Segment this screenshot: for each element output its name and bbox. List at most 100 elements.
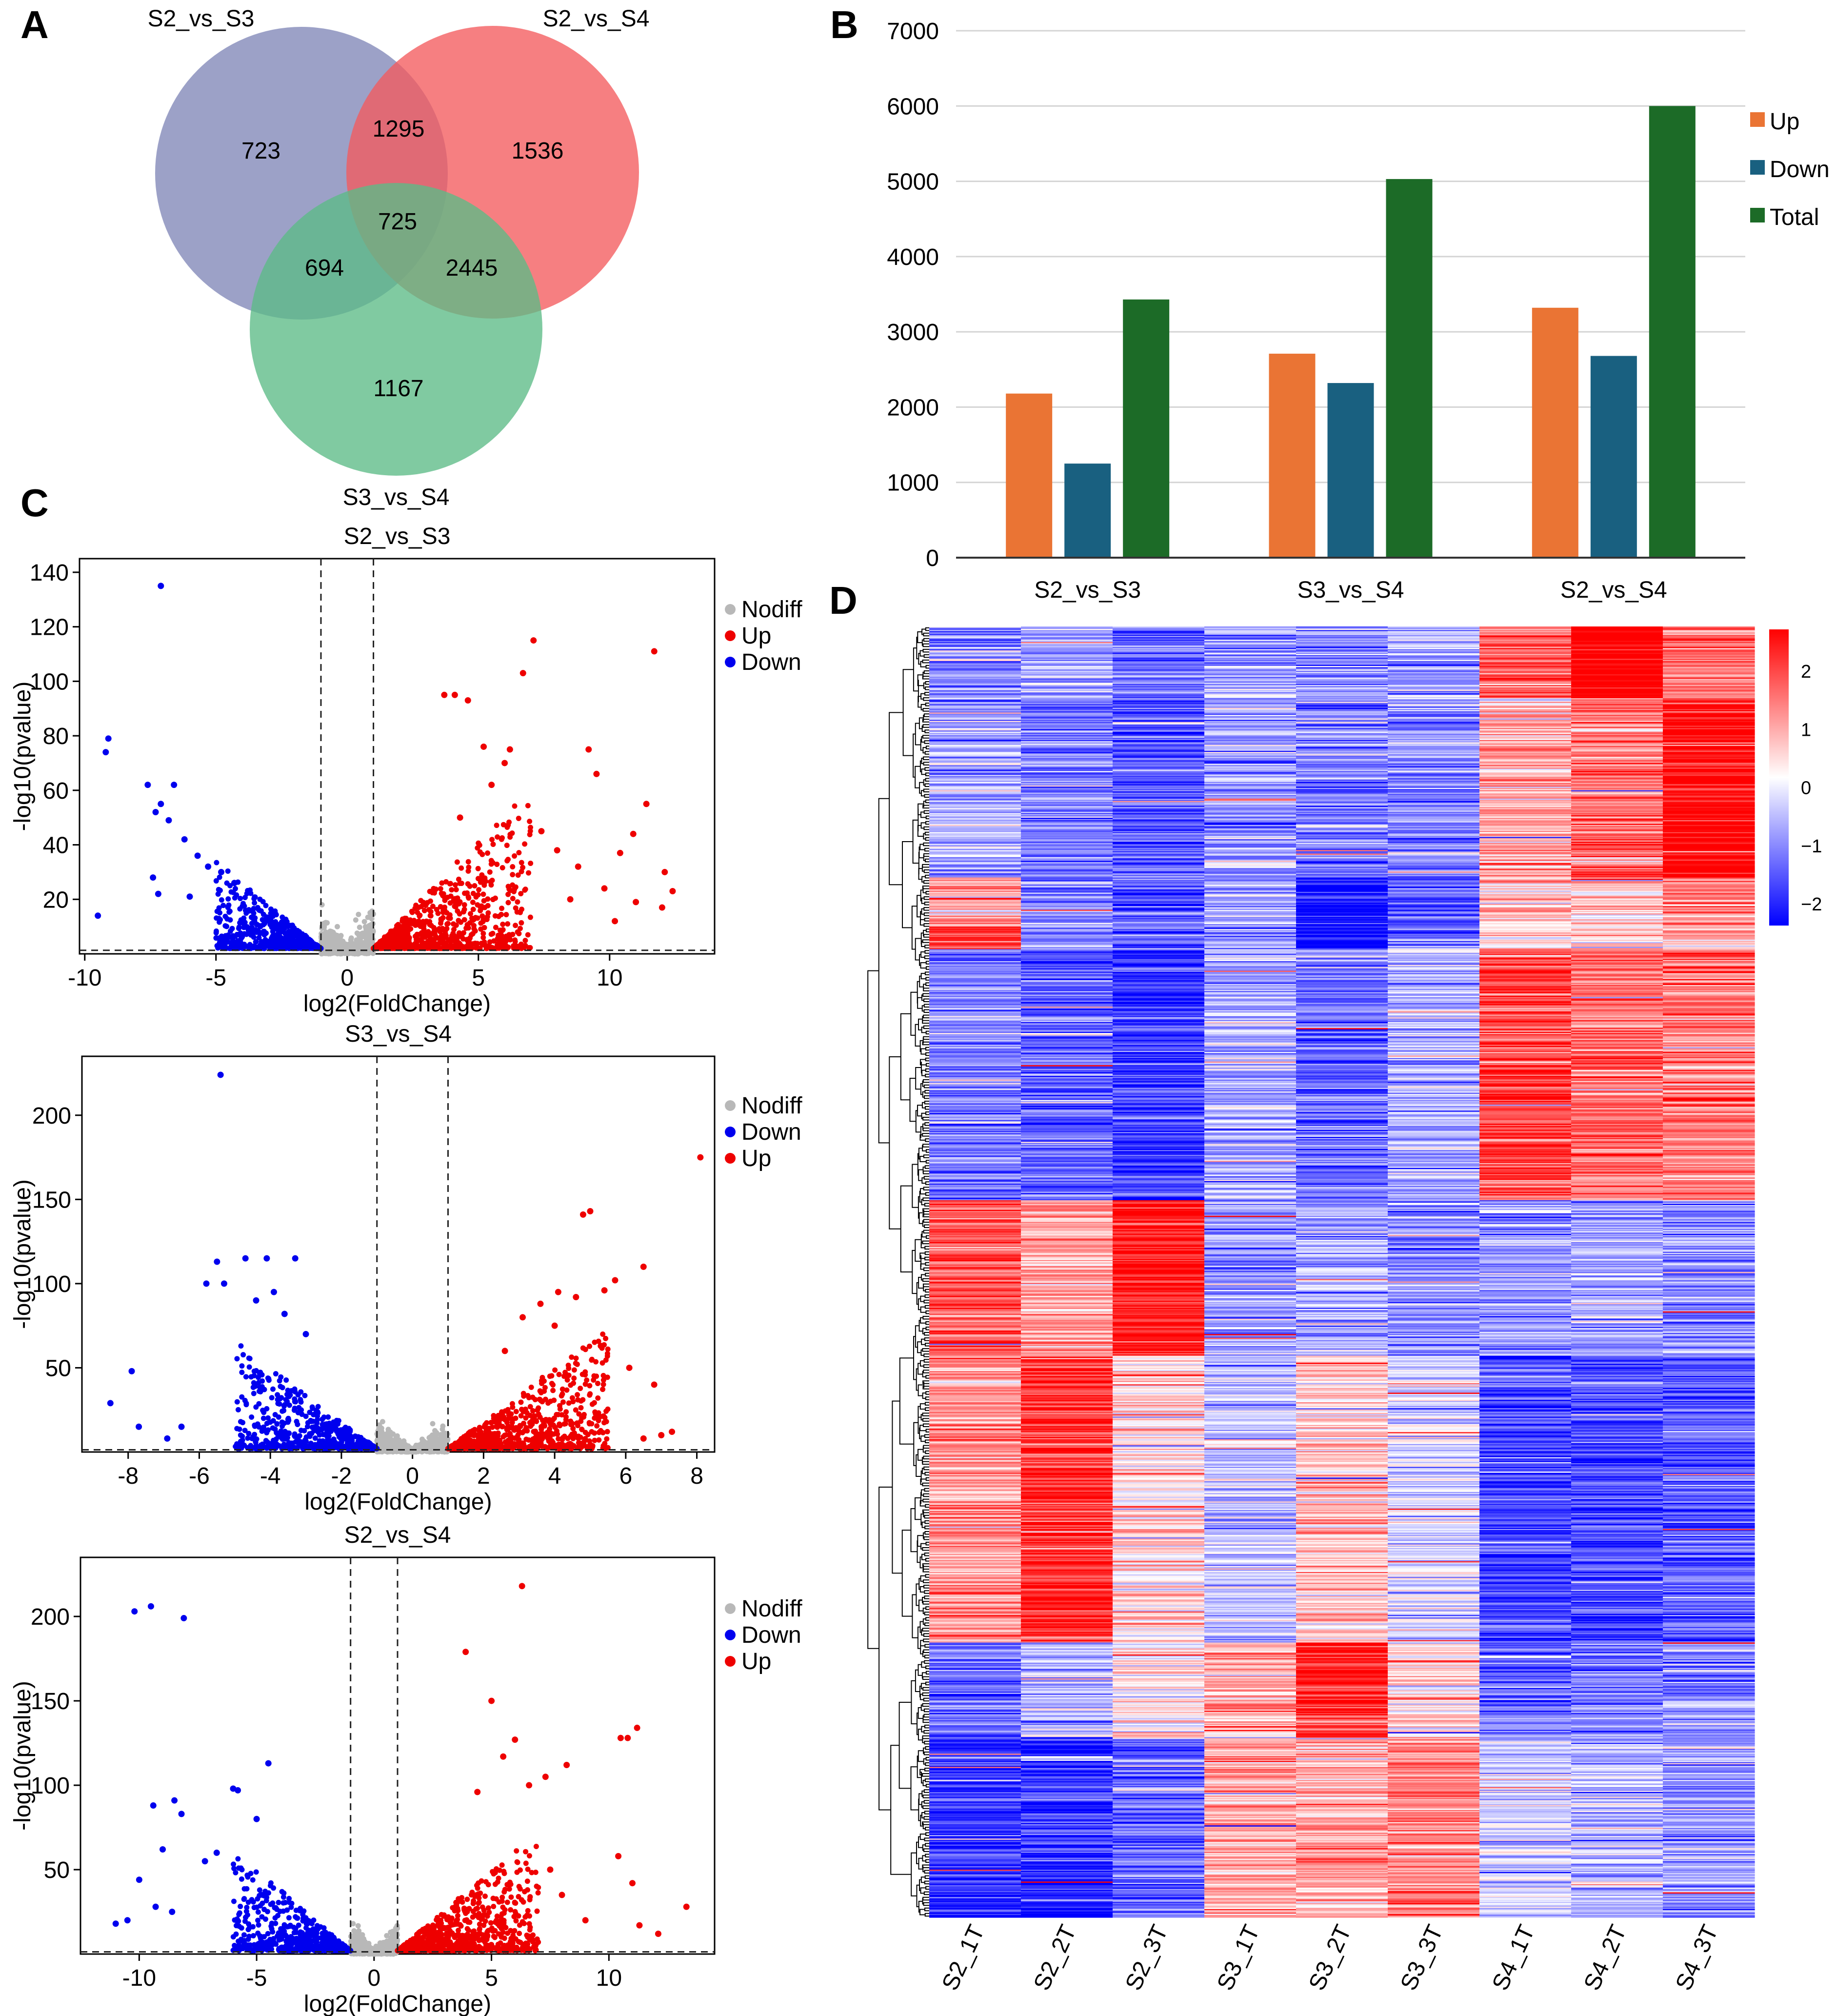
- v1-point-down: [260, 928, 266, 934]
- v1-point-up: [464, 922, 470, 927]
- v2-point-down: [369, 1443, 375, 1449]
- venn-circle-s3-vs-s4: [250, 183, 542, 476]
- v2-point-up: [459, 1442, 465, 1448]
- v2-point-nodiff: [386, 1436, 392, 1442]
- v1-y-tick-label: 140: [30, 560, 69, 586]
- bar-total-s2-vs-s3: [1123, 299, 1170, 558]
- v1-point-up: [506, 746, 513, 753]
- v2-y-tick-label: 100: [32, 1271, 71, 1297]
- v2-point-up: [481, 1424, 487, 1430]
- v1-point-up: [449, 887, 455, 893]
- v1-point-down: [215, 891, 221, 897]
- v2-point-down: [278, 1384, 283, 1390]
- v2-point-down: [203, 1280, 210, 1287]
- v1-point-up: [506, 932, 512, 938]
- v2-point-down: [324, 1421, 330, 1427]
- v2-point-down: [312, 1435, 318, 1441]
- v1-point-up: [391, 940, 397, 946]
- v2-point-down: [234, 1442, 240, 1448]
- v2-point-up: [539, 1434, 545, 1440]
- v1-point-up: [500, 921, 506, 927]
- v1-point-up: [510, 896, 516, 902]
- v1-point-up: [499, 906, 505, 911]
- v1-point-down: [216, 887, 221, 892]
- v3-x-tick-label: 5: [485, 1965, 498, 1991]
- v1-point-up: [422, 920, 428, 926]
- v1-point-nodiff: [334, 942, 340, 948]
- v1-point-nodiff: [332, 934, 338, 940]
- v1-point-down: [270, 913, 276, 919]
- v2-point-down: [326, 1433, 332, 1439]
- v1-legend-dot-nodiff: [725, 604, 736, 615]
- v1-point-up: [441, 691, 448, 698]
- v2-legend-label-down: Down: [741, 1119, 801, 1145]
- v1-point-down: [252, 900, 258, 906]
- v1-point-up: [519, 946, 524, 951]
- v1-point-down: [234, 940, 240, 946]
- v1-point-up: [479, 913, 485, 919]
- v2-point-up: [557, 1406, 563, 1412]
- v2-point-up: [512, 1435, 518, 1441]
- v3-y-tick-label: 200: [31, 1604, 70, 1630]
- v1-point-up: [431, 928, 437, 934]
- v2-x-tick-label: -8: [118, 1463, 139, 1489]
- v2-point-up: [555, 1289, 561, 1295]
- v1-point-up: [461, 902, 467, 907]
- v2-point-down: [330, 1427, 336, 1432]
- v2-x-tick-label: 8: [690, 1463, 703, 1489]
- v2-point-nodiff: [399, 1444, 405, 1450]
- v2-point-up: [509, 1401, 515, 1407]
- v2-point-up: [494, 1414, 499, 1420]
- v1-point-up: [417, 912, 423, 918]
- v1-point-down: [273, 924, 279, 930]
- v1-point-down: [152, 809, 159, 816]
- bar-legend-label-up: Up: [1770, 109, 1799, 135]
- v2-point-down: [353, 1433, 359, 1439]
- v1-point-up: [516, 930, 522, 936]
- v2-point-up: [559, 1386, 565, 1392]
- v2-plot-frame: [81, 1055, 716, 1453]
- venn-count-only-s3-vs-s4: 1167: [373, 376, 423, 402]
- v1-point-nodiff: [349, 945, 355, 950]
- v1-point-up: [575, 863, 581, 870]
- v1-point-down: [186, 893, 193, 900]
- v1-point-down: [273, 919, 279, 925]
- v1-point-up: [504, 936, 510, 942]
- v2-point-up: [582, 1381, 588, 1387]
- v1-point-nodiff: [324, 920, 330, 926]
- v1-point-down: [238, 896, 243, 902]
- v1-point-down: [95, 912, 101, 919]
- v2-point-nodiff: [380, 1443, 386, 1449]
- v1-point-nodiff: [357, 934, 363, 940]
- v2-point-up: [573, 1294, 579, 1301]
- v2-point-down: [234, 1356, 240, 1362]
- bar-y-tick-label: 4000: [887, 244, 939, 270]
- v2-point-down: [260, 1408, 266, 1413]
- v2-point-up: [466, 1430, 472, 1436]
- volcano-plot-s2-vs-s3: S2_vs_S3-10 -5 0 5 1020406080100120140log2(F…: [10, 524, 802, 1017]
- v2-point-down: [274, 1421, 280, 1427]
- v2-point-up: [580, 1345, 586, 1351]
- v1-point-up: [435, 910, 441, 916]
- v1-point-down: [230, 889, 236, 895]
- v3-x-tick-label: -5: [246, 1965, 267, 1991]
- v1-point-down: [268, 906, 274, 912]
- v1-point-up: [510, 864, 516, 869]
- v2-point-down: [279, 1395, 284, 1401]
- v2-point-down: [239, 1363, 245, 1369]
- v2-point-down: [289, 1440, 295, 1446]
- venn-set-label-s2-vs-s4: S2_vs_S4: [543, 6, 650, 32]
- v2-point-down: [281, 1310, 288, 1317]
- v1-point-up: [530, 637, 537, 644]
- v1-point-down: [158, 801, 164, 807]
- v1-point-up: [516, 850, 522, 856]
- v2-point-up: [594, 1373, 599, 1379]
- v1-point-up: [525, 932, 531, 938]
- v2-point-up: [578, 1434, 583, 1440]
- v2-point-up: [472, 1431, 478, 1437]
- v2-point-down: [313, 1411, 319, 1416]
- v1-point-up: [651, 648, 658, 655]
- v1-point-up: [612, 918, 619, 925]
- v2-point-down: [283, 1377, 289, 1383]
